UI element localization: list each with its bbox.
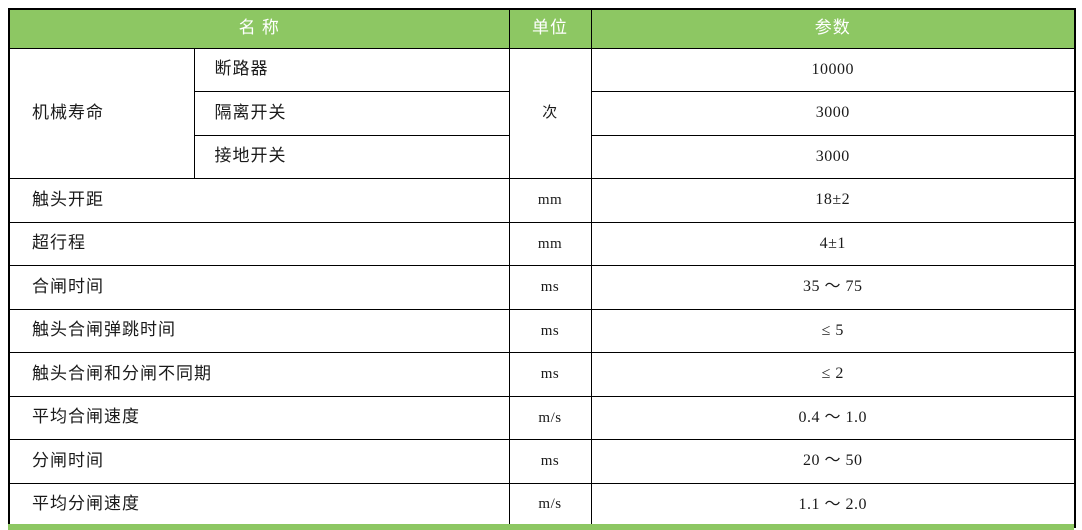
row-value: 1.1 ～ 2.0 xyxy=(590,482,1076,527)
row-unit: m/s xyxy=(508,482,592,527)
spec-table: 名 称 单位 参数 机械寿命 断路器 次 10000 隔离开关 3000 接地开… xyxy=(8,8,1076,528)
row-unit: m/s xyxy=(508,395,592,440)
table-row-breaker: 机械寿命 断路器 次 10000 xyxy=(8,47,1076,179)
header-row: 名 称 单位 参数 xyxy=(8,8,1076,49)
row-unit: ms xyxy=(508,265,592,310)
row-value: ≤ 2 xyxy=(590,352,1076,397)
sub-row-value-disconnector: 3000 xyxy=(590,91,1076,136)
sub-row-label-disconnector: 隔离开关 xyxy=(193,91,510,136)
sub-row-label-earthing-switch: 接地开关 xyxy=(193,134,510,179)
table-row-earthing-switch: 接地开关 3000 xyxy=(9,134,1076,179)
table-row: 平均分闸速度 m/s 1.1 ～ 2.0 xyxy=(8,482,1076,527)
row-unit: ms xyxy=(508,352,592,397)
row-label: 平均分闸速度 xyxy=(8,482,510,527)
row-label: 触头合闸弹跳时间 xyxy=(8,308,510,353)
table-row-disconnector: 隔离开关 3000 xyxy=(9,91,1076,136)
row-label: 触头合闸和分闸不同期 xyxy=(8,352,510,397)
sub-row-value-earthing-switch: 3000 xyxy=(590,134,1076,179)
mechanical-life-label: 机械寿命 xyxy=(8,47,195,179)
table-row: 触头合闸和分闸不同期 ms ≤ 2 xyxy=(8,352,1076,397)
table-row: 触头合闸弹跳时间 ms ≤ 5 xyxy=(8,308,1076,353)
row-label: 合闸时间 xyxy=(8,265,510,310)
column-header-param: 参数 xyxy=(590,8,1076,49)
bottom-accent-bar xyxy=(8,524,1074,530)
sub-row-value-breaker: 10000 xyxy=(590,47,1076,92)
row-label: 分闸时间 xyxy=(8,439,510,484)
row-value: 20 ～ 50 xyxy=(590,439,1076,484)
row-value: 4±1 xyxy=(590,221,1076,266)
sub-row-label-breaker: 断路器 xyxy=(193,47,510,92)
table-row: 分闸时间 ms 20 ～ 50 xyxy=(8,439,1076,484)
row-label: 平均合闸速度 xyxy=(8,395,510,440)
row-unit: mm xyxy=(508,178,592,223)
table-row: 合闸时间 ms 35 ～ 75 xyxy=(8,265,1076,310)
column-header-name: 名 称 xyxy=(8,8,510,49)
row-unit: ms xyxy=(508,439,592,484)
table-row: 触头开距 mm 18±2 xyxy=(8,178,1076,223)
row-value: 35 ～ 75 xyxy=(590,265,1076,310)
row-value: 18±2 xyxy=(590,178,1076,223)
row-unit: mm xyxy=(508,221,592,266)
mechanical-life-unit: 次 xyxy=(508,47,592,179)
table-row: 超行程 mm 4±1 xyxy=(8,221,1076,266)
row-value: 0.4 ～ 1.0 xyxy=(590,395,1076,440)
row-unit: ms xyxy=(508,308,592,353)
row-label: 超行程 xyxy=(8,221,510,266)
table-row: 平均合闸速度 m/s 0.4 ～ 1.0 xyxy=(8,395,1076,440)
row-value: ≤ 5 xyxy=(590,308,1076,353)
row-label: 触头开距 xyxy=(8,178,510,223)
column-header-unit: 单位 xyxy=(508,8,592,49)
